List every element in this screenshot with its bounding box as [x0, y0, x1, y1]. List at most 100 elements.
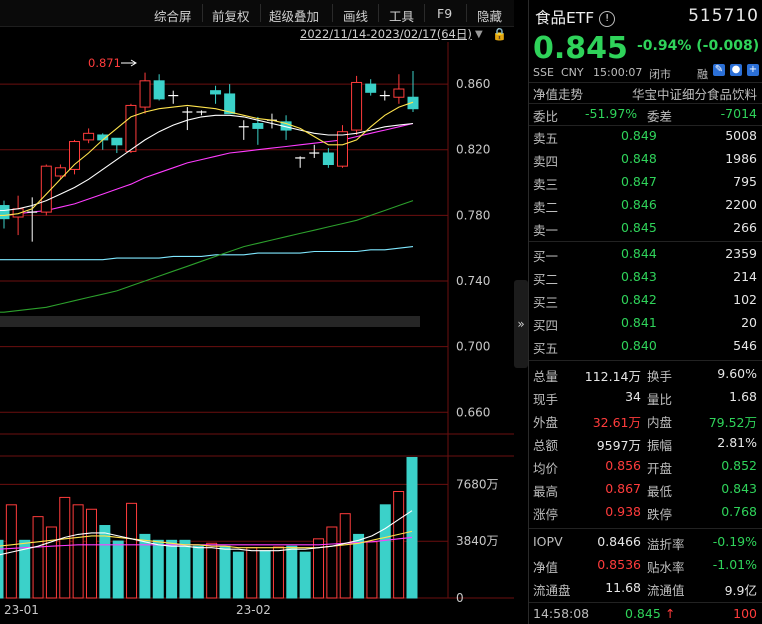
bid-volume: 102: [733, 292, 757, 307]
stat-value: 79.52万: [708, 415, 757, 430]
candle-body: [351, 81, 363, 131]
ask-price: 0.849: [621, 128, 657, 143]
chart-scrollbar[interactable]: [0, 316, 420, 327]
stat-value: -1.01%: [712, 557, 757, 572]
tool-hide[interactable]: 隐藏: [477, 9, 503, 24]
candle-body: [111, 137, 123, 146]
ask-level-label: 卖一: [533, 223, 559, 238]
ask-row[interactable]: 卖四 0.848 1986: [529, 149, 762, 169]
bid-row[interactable]: 买一 0.844 2359: [529, 244, 762, 264]
candle-body: [54, 167, 66, 177]
volume-bar: [313, 538, 325, 599]
tick-price: 0.845: [625, 606, 661, 621]
tool-super-overlay[interactable]: 超级叠加: [269, 9, 320, 24]
stat-row: 净值 0.8536 贴水率 -1.01%: [529, 555, 762, 575]
ask-volume: 795: [733, 174, 757, 189]
ask-level-label: 卖二: [533, 200, 559, 215]
bid-row[interactable]: 买三 0.842 102: [529, 290, 762, 310]
tool-overview[interactable]: 综合屏: [154, 9, 192, 24]
weicha-value: -7014: [720, 106, 757, 121]
bid-row[interactable]: 买五 0.840 546: [529, 336, 762, 356]
alert-bell-icon[interactable]: ●: [730, 64, 742, 76]
volume-ma-white: [0, 510, 413, 556]
volume-bar: [406, 456, 418, 599]
toolbar-divider: [332, 4, 333, 22]
kline-chart[interactable]: 0.860 0.820 0.780 0.740 0.700 0.660 7680万 3840万…: [0, 0, 514, 624]
high-annotation-arrow-head: [130, 59, 137, 67]
info-icon[interactable]: !: [599, 11, 616, 27]
candle-body: [83, 132, 95, 141]
candle-body: [125, 104, 137, 152]
candle-body: [139, 80, 151, 108]
tool-tools[interactable]: 工具: [389, 9, 415, 24]
volume-tick-label: 3840万: [456, 534, 499, 548]
edit-icon[interactable]: ✎: [713, 64, 725, 76]
ask-row[interactable]: 卖二 0.846 2200: [529, 195, 762, 215]
stat-label: 流通盘: [533, 583, 571, 598]
volume-bar: [393, 491, 405, 599]
bid-row[interactable]: 买二 0.843 214: [529, 267, 762, 287]
ask-row[interactable]: 卖一 0.845 266: [529, 218, 762, 238]
stat-label: 溢折率: [647, 537, 685, 552]
stat-value: 1.68: [729, 389, 757, 404]
ask-volume: 2200: [725, 197, 757, 212]
ma-line-green: [0, 200, 414, 313]
lock-icon[interactable]: 🔒: [492, 27, 507, 41]
volume-tick-label: 0: [456, 591, 464, 605]
divider: [529, 125, 762, 126]
stat-row: 最高 0.867 最低 0.843: [529, 479, 762, 499]
stat-label: 最高: [533, 484, 559, 499]
toolbar-divider: [466, 4, 467, 22]
stat-value: 0.938: [605, 504, 641, 519]
nav-trend-link[interactable]: 净值走势: [533, 87, 584, 102]
volume-bar: [179, 539, 191, 599]
bid-row[interactable]: 买四 0.841 20: [529, 313, 762, 333]
price-change: -0.94% (-0.008): [637, 38, 760, 54]
weicha-label: 委差: [647, 109, 673, 124]
security-code: 515710: [688, 6, 759, 26]
stat-value: 112.14万: [584, 369, 641, 384]
stat-value: 0.843: [721, 481, 757, 496]
stat-value: 32.61万: [592, 415, 641, 430]
stat-label: 涨停: [533, 507, 559, 522]
stat-row: 总量 112.14万 换手 9.60%: [529, 364, 762, 384]
market-status: 闭市: [649, 68, 671, 81]
tool-draw-line[interactable]: 画线: [343, 9, 369, 24]
bid-volume: 546: [733, 338, 757, 353]
date-tick-label: 23-02: [236, 603, 271, 617]
tool-forward-adjust[interactable]: 前复权: [212, 9, 250, 24]
stat-value: 11.68: [605, 580, 641, 595]
ask-row[interactable]: 卖五 0.849 5008: [529, 126, 762, 146]
bid-price: 0.840: [621, 338, 657, 353]
volume-bar: [112, 540, 124, 599]
ask-row[interactable]: 卖三 0.847 795: [529, 172, 762, 192]
dropdown-triangle-icon[interactable]: ▼: [475, 29, 483, 40]
tool-f9[interactable]: F9: [437, 6, 453, 21]
candle-body: [40, 165, 52, 213]
price-tick-label: 0.860: [456, 77, 490, 91]
ask-level-label: 卖四: [533, 154, 559, 169]
quote-panel: 食品ETF ! 515710 0.845 -0.94% (-0.008) SSE…: [528, 0, 762, 624]
stat-value: 9.60%: [717, 366, 757, 381]
toolbar-divider: [260, 4, 261, 22]
stat-value: 0.856: [605, 458, 641, 473]
add-watchlist-icon[interactable]: +: [747, 64, 759, 76]
date-range[interactable]: 2022/11/14-2023/02/17(64日): [300, 27, 472, 41]
candle-body: [393, 88, 405, 98]
price-tick-label: 0.780: [456, 208, 490, 222]
candle-body: [69, 141, 81, 170]
expand-panel-button[interactable]: »: [514, 280, 528, 368]
volume-tick-label: 7680万: [456, 477, 499, 491]
volume-bar: [0, 539, 4, 599]
volume-bar: [353, 533, 365, 599]
candle-body: [336, 131, 348, 167]
candle-body: [153, 80, 165, 100]
stat-value: 0.8536: [597, 557, 641, 572]
stat-row: 涨停 0.938 跌停 0.768: [529, 502, 762, 522]
volume-bar: [166, 539, 178, 599]
stat-value: 0.867: [605, 481, 641, 496]
bid-volume: 214: [733, 269, 757, 284]
divider: [529, 241, 762, 242]
weibi-row: 委比 -51.97% 委差 -7014: [529, 104, 762, 124]
volume-bar: [126, 502, 138, 599]
